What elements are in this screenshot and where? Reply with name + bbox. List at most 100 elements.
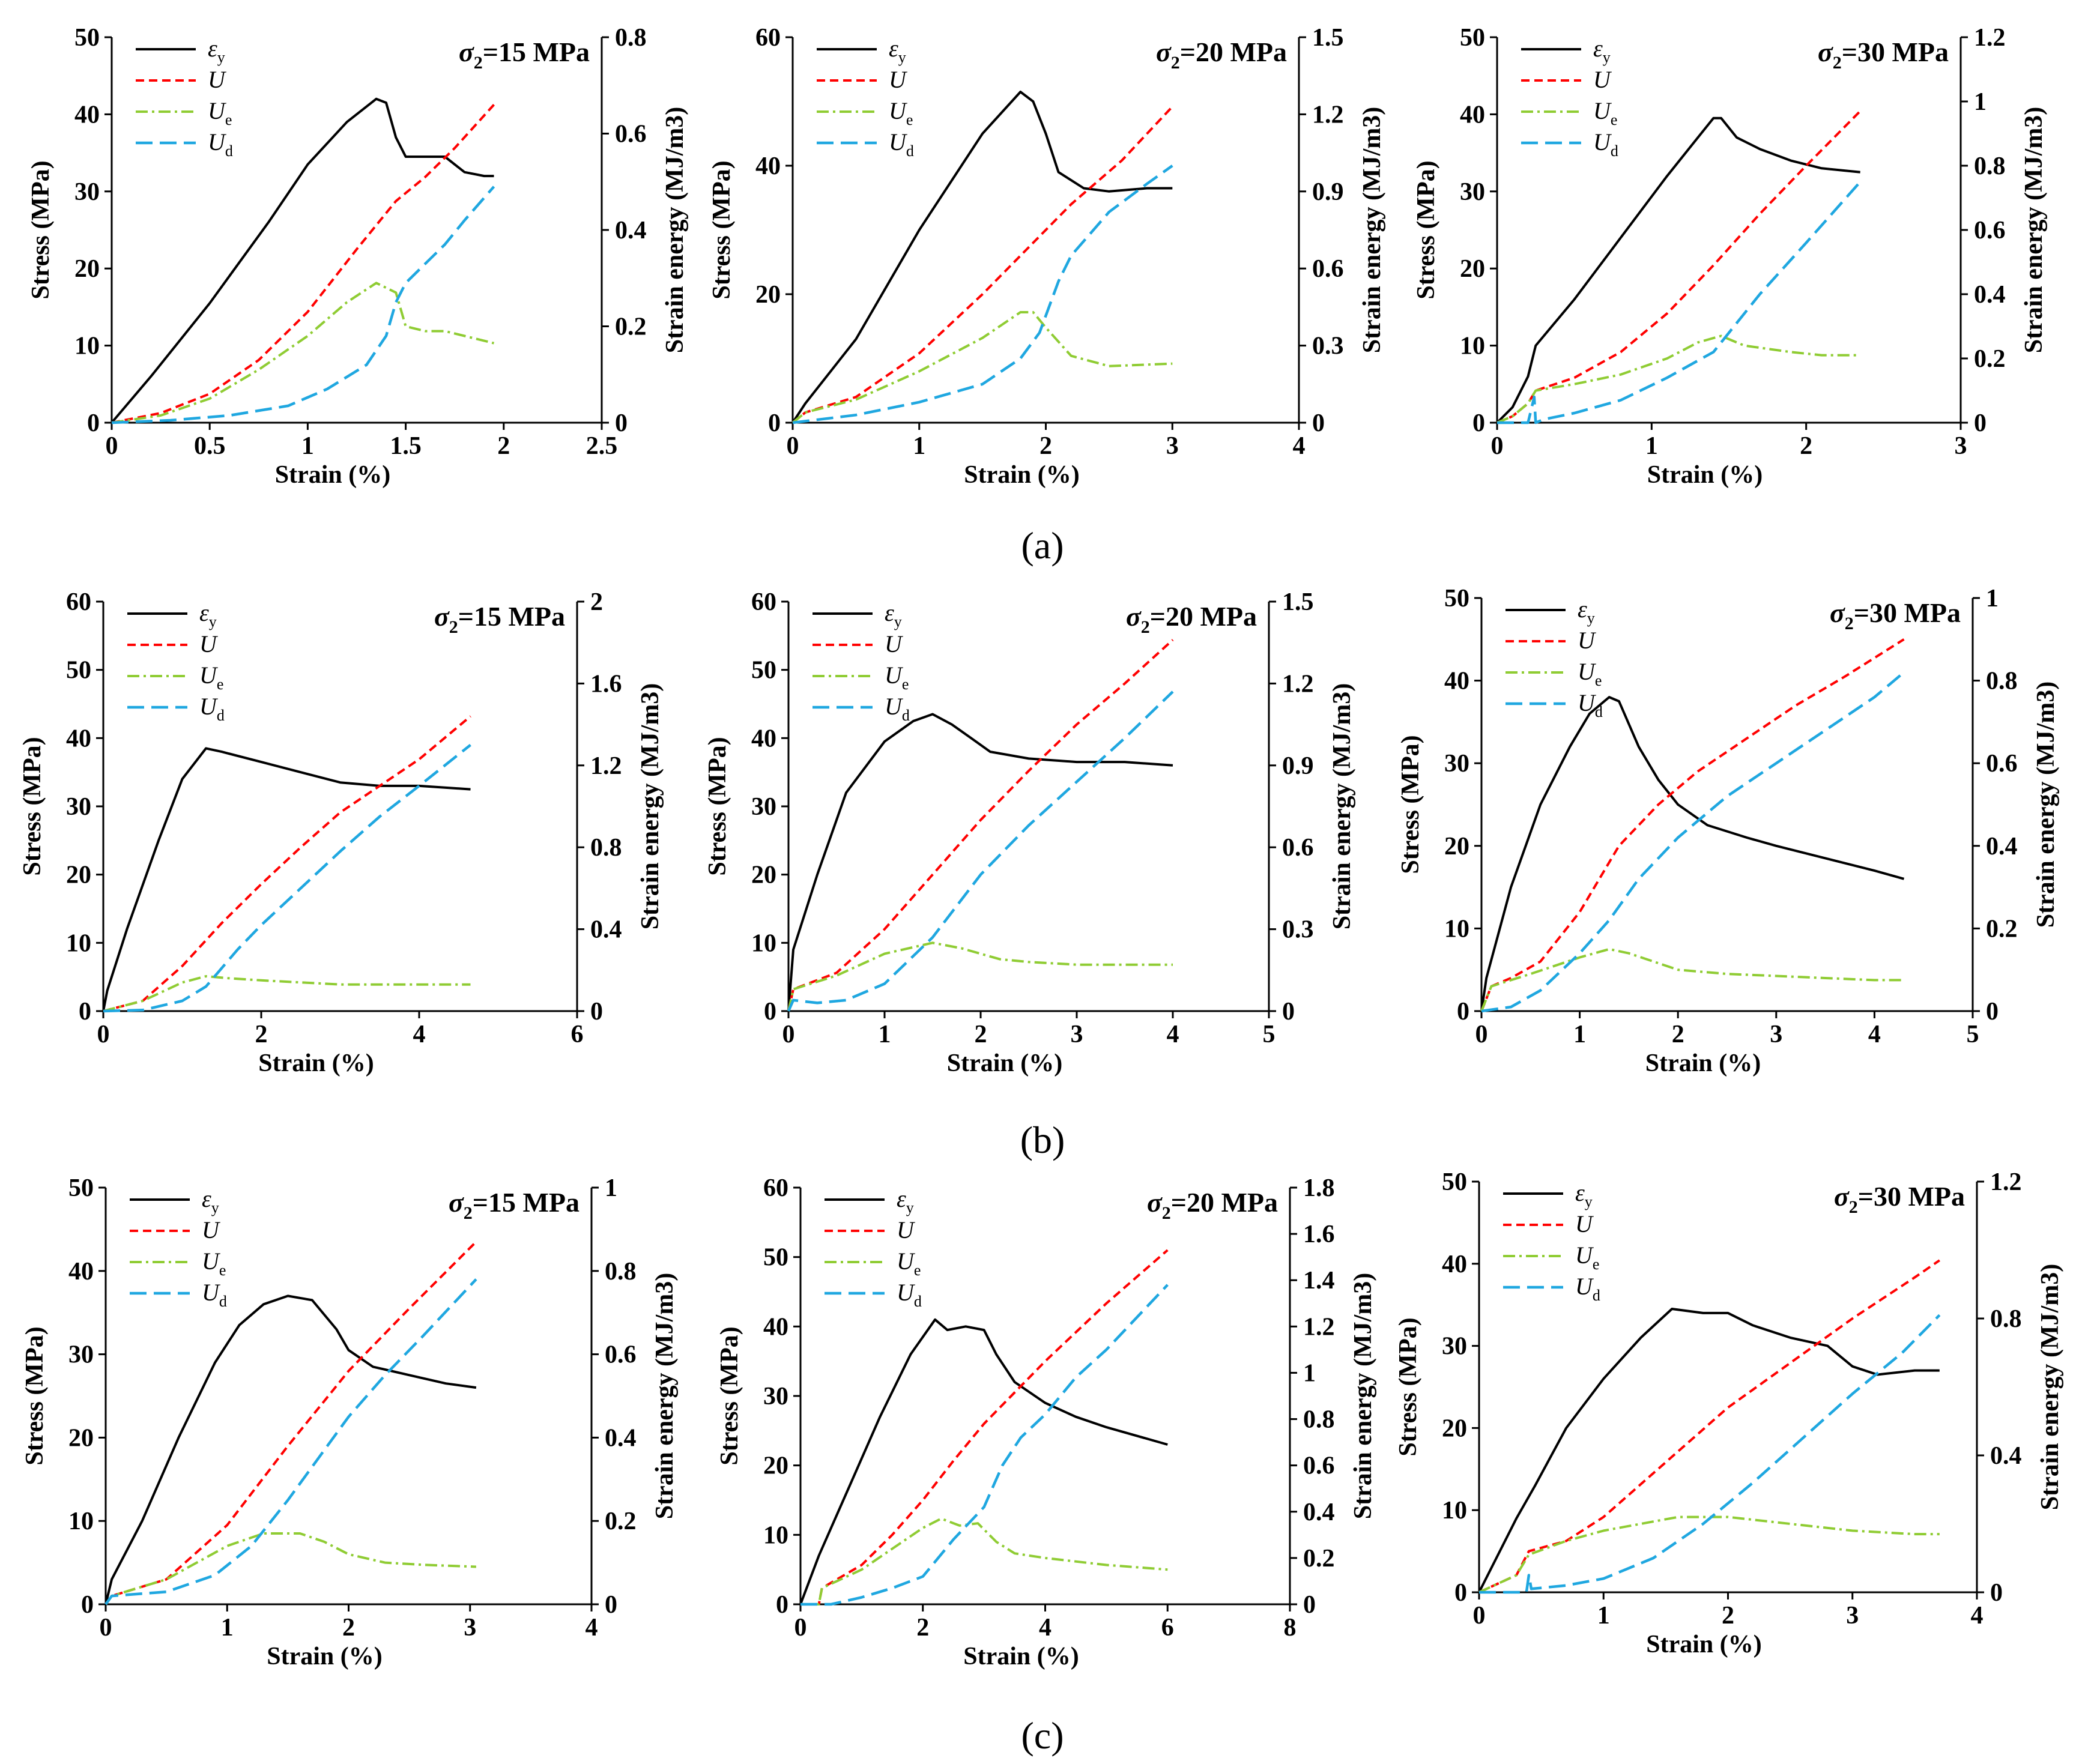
y2-tick-label: 0 bbox=[1312, 409, 1325, 437]
y2-tick-label: 0 bbox=[1974, 409, 1987, 437]
legend-subscript: e bbox=[217, 675, 224, 693]
y2-tick-label: 0.8 bbox=[1974, 153, 2006, 180]
legend-label-Ud: Ud bbox=[1578, 689, 1603, 720]
legend-label-U: U bbox=[885, 630, 904, 657]
title-sigma: σ bbox=[1147, 1187, 1163, 1218]
y2-tick-label: 0.4 bbox=[1974, 281, 2006, 309]
series-line-eps_y bbox=[799, 1318, 1168, 1605]
series-line-eps_y bbox=[1480, 696, 1905, 1012]
y-tick-label: 30 bbox=[66, 793, 91, 821]
x-axis-title: Strain (%) bbox=[1645, 1050, 1761, 1077]
legend-label-eps_y: εy bbox=[897, 1185, 914, 1216]
y-tick-label: 0 bbox=[764, 998, 776, 1025]
x-axis-title: Strain (%) bbox=[963, 1643, 1079, 1670]
y2-tick-label: 1.2 bbox=[1312, 101, 1344, 128]
chart-panel-1: 0 0.5 1 1.5 2 2.50102030405000.20.40.60.8Stra… bbox=[27, 24, 689, 489]
legend-symbol: ε bbox=[897, 1185, 906, 1212]
y2-tick-label: 0.8 bbox=[605, 1258, 637, 1285]
y-tick-label: 0 bbox=[81, 1591, 94, 1619]
y-tick-label: 60 bbox=[763, 1174, 788, 1202]
chart-title: σ2=30 MPa bbox=[1818, 37, 1949, 73]
series-line-eps_y bbox=[1478, 1308, 1940, 1593]
y2-tick-label: 1.4 bbox=[1303, 1267, 1335, 1294]
title-sigma: σ bbox=[459, 37, 474, 67]
y2-tick-label: 0.9 bbox=[1312, 178, 1344, 206]
y-tick-label: 30 bbox=[1444, 750, 1469, 778]
y2-tick-label: 0.8 bbox=[1303, 1406, 1335, 1434]
y-axis-title: Stress (MPa) bbox=[716, 1326, 743, 1465]
y-tick-label: 50 bbox=[74, 24, 100, 52]
legend-label-Ud: Ud bbox=[889, 128, 914, 160]
y-tick-label: 30 bbox=[1442, 1333, 1467, 1361]
legend-label-U: U bbox=[202, 1216, 221, 1243]
x-tick-label: 4 bbox=[1167, 1021, 1179, 1048]
chart-title: σ2=20 MPa bbox=[1126, 601, 1257, 637]
x-tick-label: 1 bbox=[879, 1021, 891, 1048]
legend-label-eps_y: εy bbox=[1575, 1179, 1593, 1210]
row-label-b: (b) bbox=[1020, 1119, 1065, 1161]
series-line-eps_y bbox=[791, 91, 1173, 424]
y2-tick-label: 1.5 bbox=[1282, 588, 1314, 616]
title-sigma: σ bbox=[1126, 601, 1142, 632]
legend-symbol: U bbox=[199, 662, 219, 689]
y-tick-label: 20 bbox=[66, 862, 91, 889]
series-line-Ue bbox=[787, 941, 1173, 1012]
row-label-a: (a) bbox=[1021, 524, 1064, 567]
title-subscript: 2 bbox=[464, 1203, 473, 1223]
series-line-U bbox=[791, 106, 1173, 424]
legend-symbol: ε bbox=[202, 1185, 211, 1212]
y-tick-label: 10 bbox=[1460, 333, 1485, 360]
x-tick-label: 8 bbox=[1284, 1614, 1297, 1642]
y-tick-label: 20 bbox=[1442, 1415, 1467, 1442]
series-line-U bbox=[1496, 110, 1862, 424]
legend-symbol: U bbox=[889, 97, 908, 124]
y-tick-label: 10 bbox=[68, 1508, 94, 1535]
y2-axis-title: Strain energy (MJ/m3) bbox=[637, 683, 664, 930]
legend-symbol: U bbox=[208, 97, 227, 124]
y-tick-label: 40 bbox=[1460, 101, 1485, 128]
legend-label-Ud: Ud bbox=[208, 128, 233, 160]
y-tick-label: 40 bbox=[1444, 668, 1469, 695]
legend-subscript: y bbox=[1585, 1193, 1593, 1210]
y-axis-title: Stress (MPa) bbox=[704, 737, 731, 875]
y-tick-label: 40 bbox=[1442, 1251, 1467, 1278]
y2-tick-label: 0.3 bbox=[1312, 333, 1344, 360]
y-tick-label: 10 bbox=[66, 929, 91, 957]
legend-subscript: d bbox=[217, 707, 225, 724]
legend-subscript: y bbox=[898, 49, 906, 66]
y2-tick-label: 0.2 bbox=[615, 313, 647, 341]
y2-tick-label: 1.6 bbox=[590, 670, 622, 698]
title-subscript: 2 bbox=[449, 617, 458, 637]
title-sigma: σ bbox=[449, 1187, 464, 1218]
y-tick-label: 40 bbox=[751, 725, 776, 752]
y2-tick-label: 0.6 bbox=[1986, 750, 2018, 778]
legend-label-eps_y: εy bbox=[1578, 596, 1595, 627]
x-tick-label: 4 bbox=[1971, 1602, 1984, 1630]
y2-tick-label: 0.6 bbox=[615, 121, 647, 148]
x-tick-label: 5 bbox=[1967, 1021, 1979, 1048]
legend-label-Ue: Ue bbox=[1578, 658, 1602, 689]
y2-tick-label: 0.3 bbox=[1282, 916, 1314, 944]
y2-tick-label: 1.2 bbox=[1303, 1313, 1335, 1341]
x-tick-label: 1 bbox=[1597, 1602, 1610, 1630]
y2-tick-label: 1.2 bbox=[1974, 24, 2006, 52]
legend-subscript: d bbox=[914, 1293, 922, 1310]
legend-symbol: U bbox=[1578, 627, 1597, 654]
series-line-eps_y bbox=[110, 97, 494, 424]
y2-tick-label: 0.8 bbox=[590, 834, 622, 862]
series-line-U bbox=[103, 715, 471, 1012]
x-tick-label: 1 bbox=[1573, 1021, 1586, 1048]
series-line-Ud bbox=[104, 1278, 477, 1605]
title-subscript: 2 bbox=[1141, 617, 1150, 637]
series-line-U bbox=[1478, 1259, 1940, 1593]
x-tick-label: 2 bbox=[1672, 1021, 1684, 1048]
series-line-U bbox=[800, 1249, 1169, 1605]
series-line-Ud bbox=[792, 165, 1173, 424]
